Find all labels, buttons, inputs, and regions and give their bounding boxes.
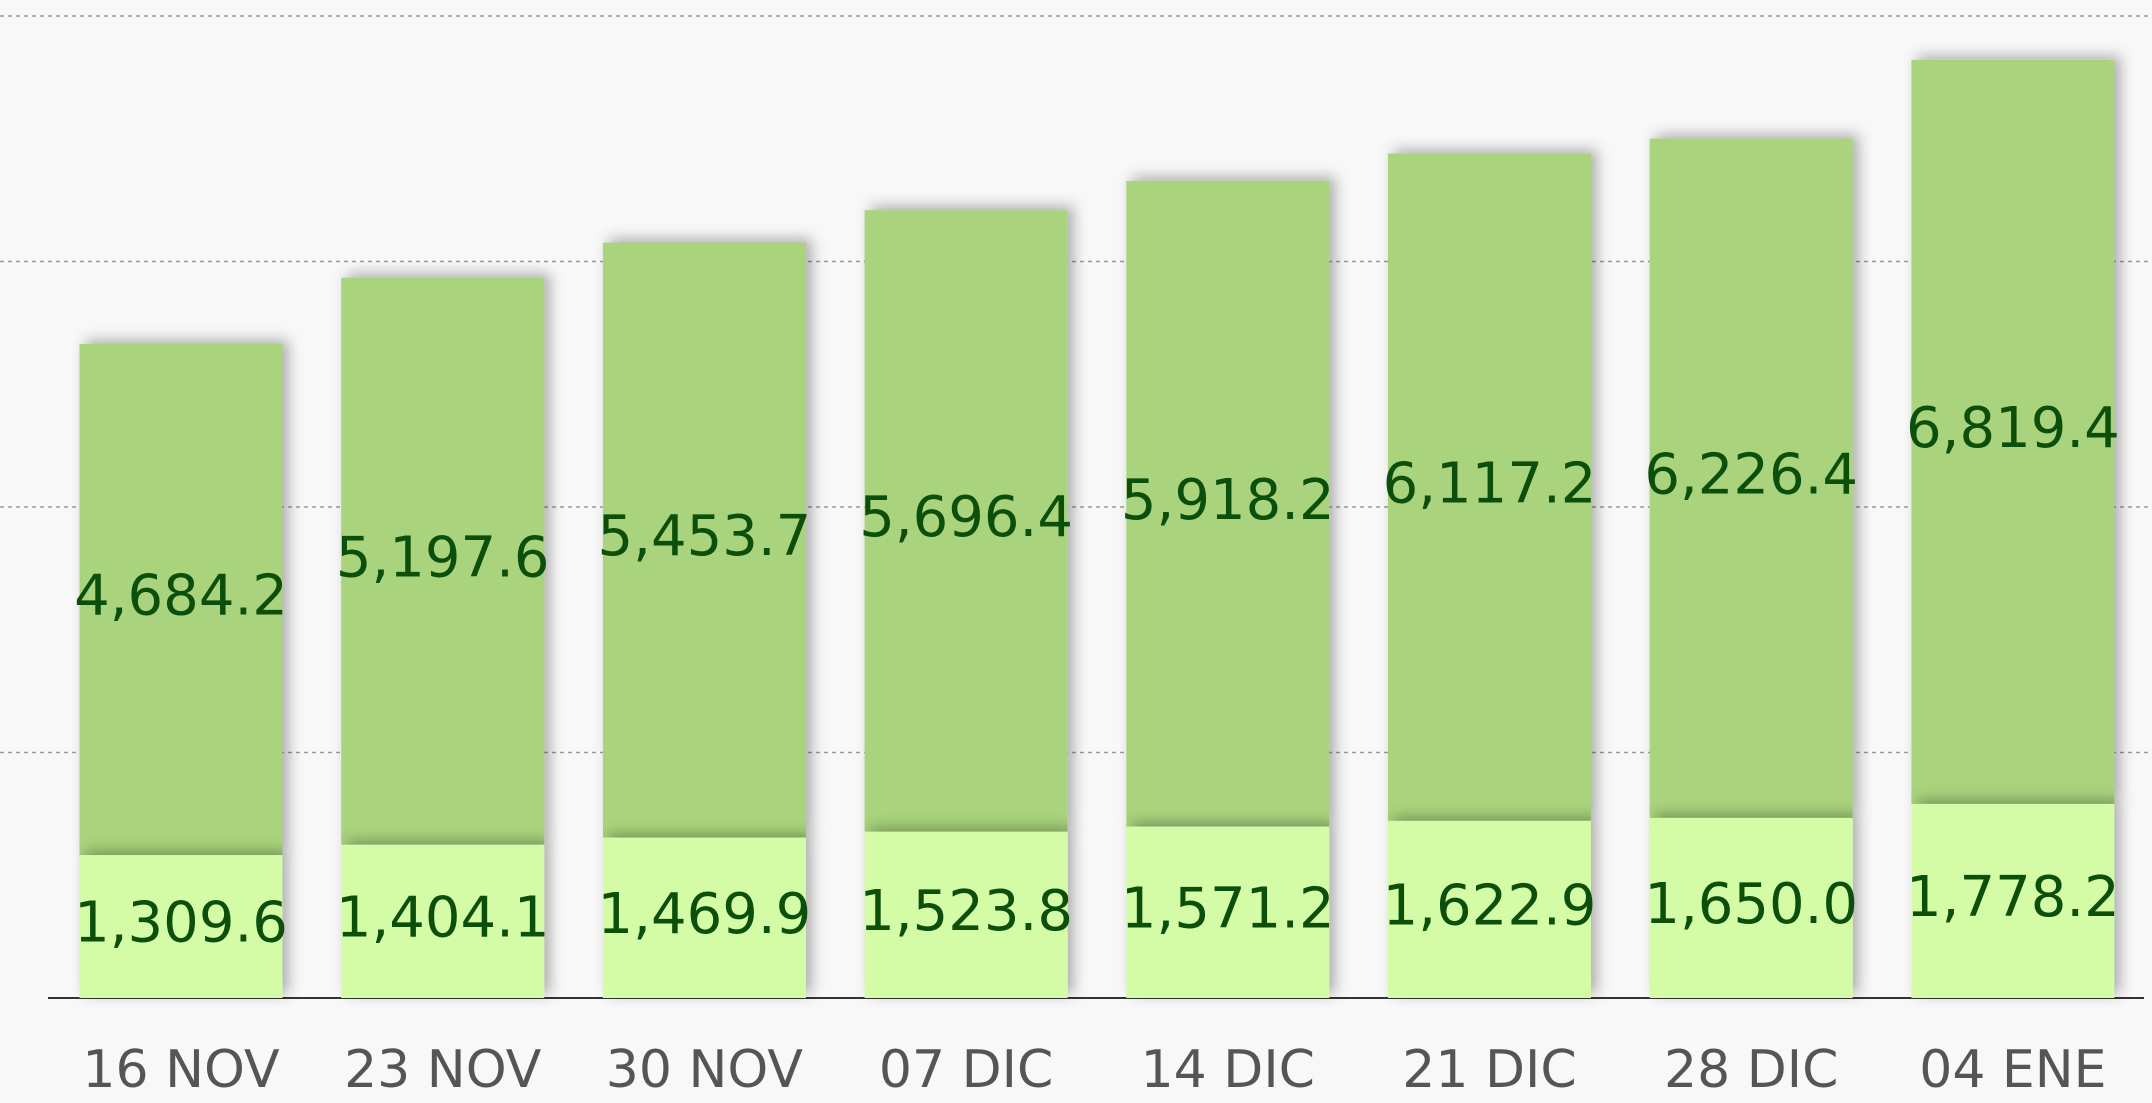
x-tick-label: 16 NOV	[82, 1040, 280, 1100]
bar-segment	[341, 844, 545, 998]
value-label: 1,469.9	[598, 882, 812, 947]
x-tick-label: 21 DIC	[1402, 1040, 1576, 1100]
bar-segment	[79, 344, 283, 856]
x-tick-label: 28 DIC	[1664, 1040, 1838, 1100]
bar-segment	[1126, 180, 1330, 827]
bar-segment	[341, 277, 545, 845]
bar-segment	[1911, 59, 2115, 804]
x-tick-label: 04 ENE	[1919, 1040, 2106, 1100]
bar-segment	[864, 210, 1068, 832]
bar-segment	[1649, 138, 1853, 818]
bar-segment	[79, 855, 283, 998]
value-label: 1,309.6	[74, 891, 288, 956]
x-tick-label: 07 DIC	[879, 1040, 1053, 1100]
bar-segment	[602, 837, 806, 998]
bar-segment	[1388, 820, 1591, 998]
value-label: 6,117.2	[1383, 451, 1597, 516]
value-label: 6,226.4	[1644, 442, 1858, 507]
value-label: 5,918.2	[1121, 468, 1335, 533]
value-label: 1,622.9	[1383, 874, 1597, 939]
bar-segment	[864, 831, 1068, 998]
bar-segment	[1126, 826, 1330, 998]
value-label: 5,197.6	[336, 525, 550, 590]
bar-segment	[1649, 817, 1853, 998]
value-label: 1,571.2	[1121, 876, 1335, 941]
value-label: 1,650.0	[1644, 872, 1858, 937]
value-label: 1,778.2	[1906, 865, 2120, 930]
value-label: 5,696.4	[859, 485, 1073, 550]
x-tick-label: 14 DIC	[1141, 1040, 1315, 1100]
value-label: 6,819.4	[1906, 396, 2120, 461]
bar-segment	[1911, 803, 2115, 998]
x-tick-label: 23 NOV	[344, 1040, 542, 1100]
bar-segment	[1388, 153, 1591, 821]
value-label: 1,404.1	[336, 886, 550, 951]
value-label: 5,453.7	[598, 504, 812, 569]
bar-segment	[602, 242, 806, 838]
x-tick-label: 30 NOV	[606, 1040, 804, 1100]
value-label: 4,684.2	[74, 564, 288, 629]
value-label: 1,523.8	[859, 879, 1073, 944]
